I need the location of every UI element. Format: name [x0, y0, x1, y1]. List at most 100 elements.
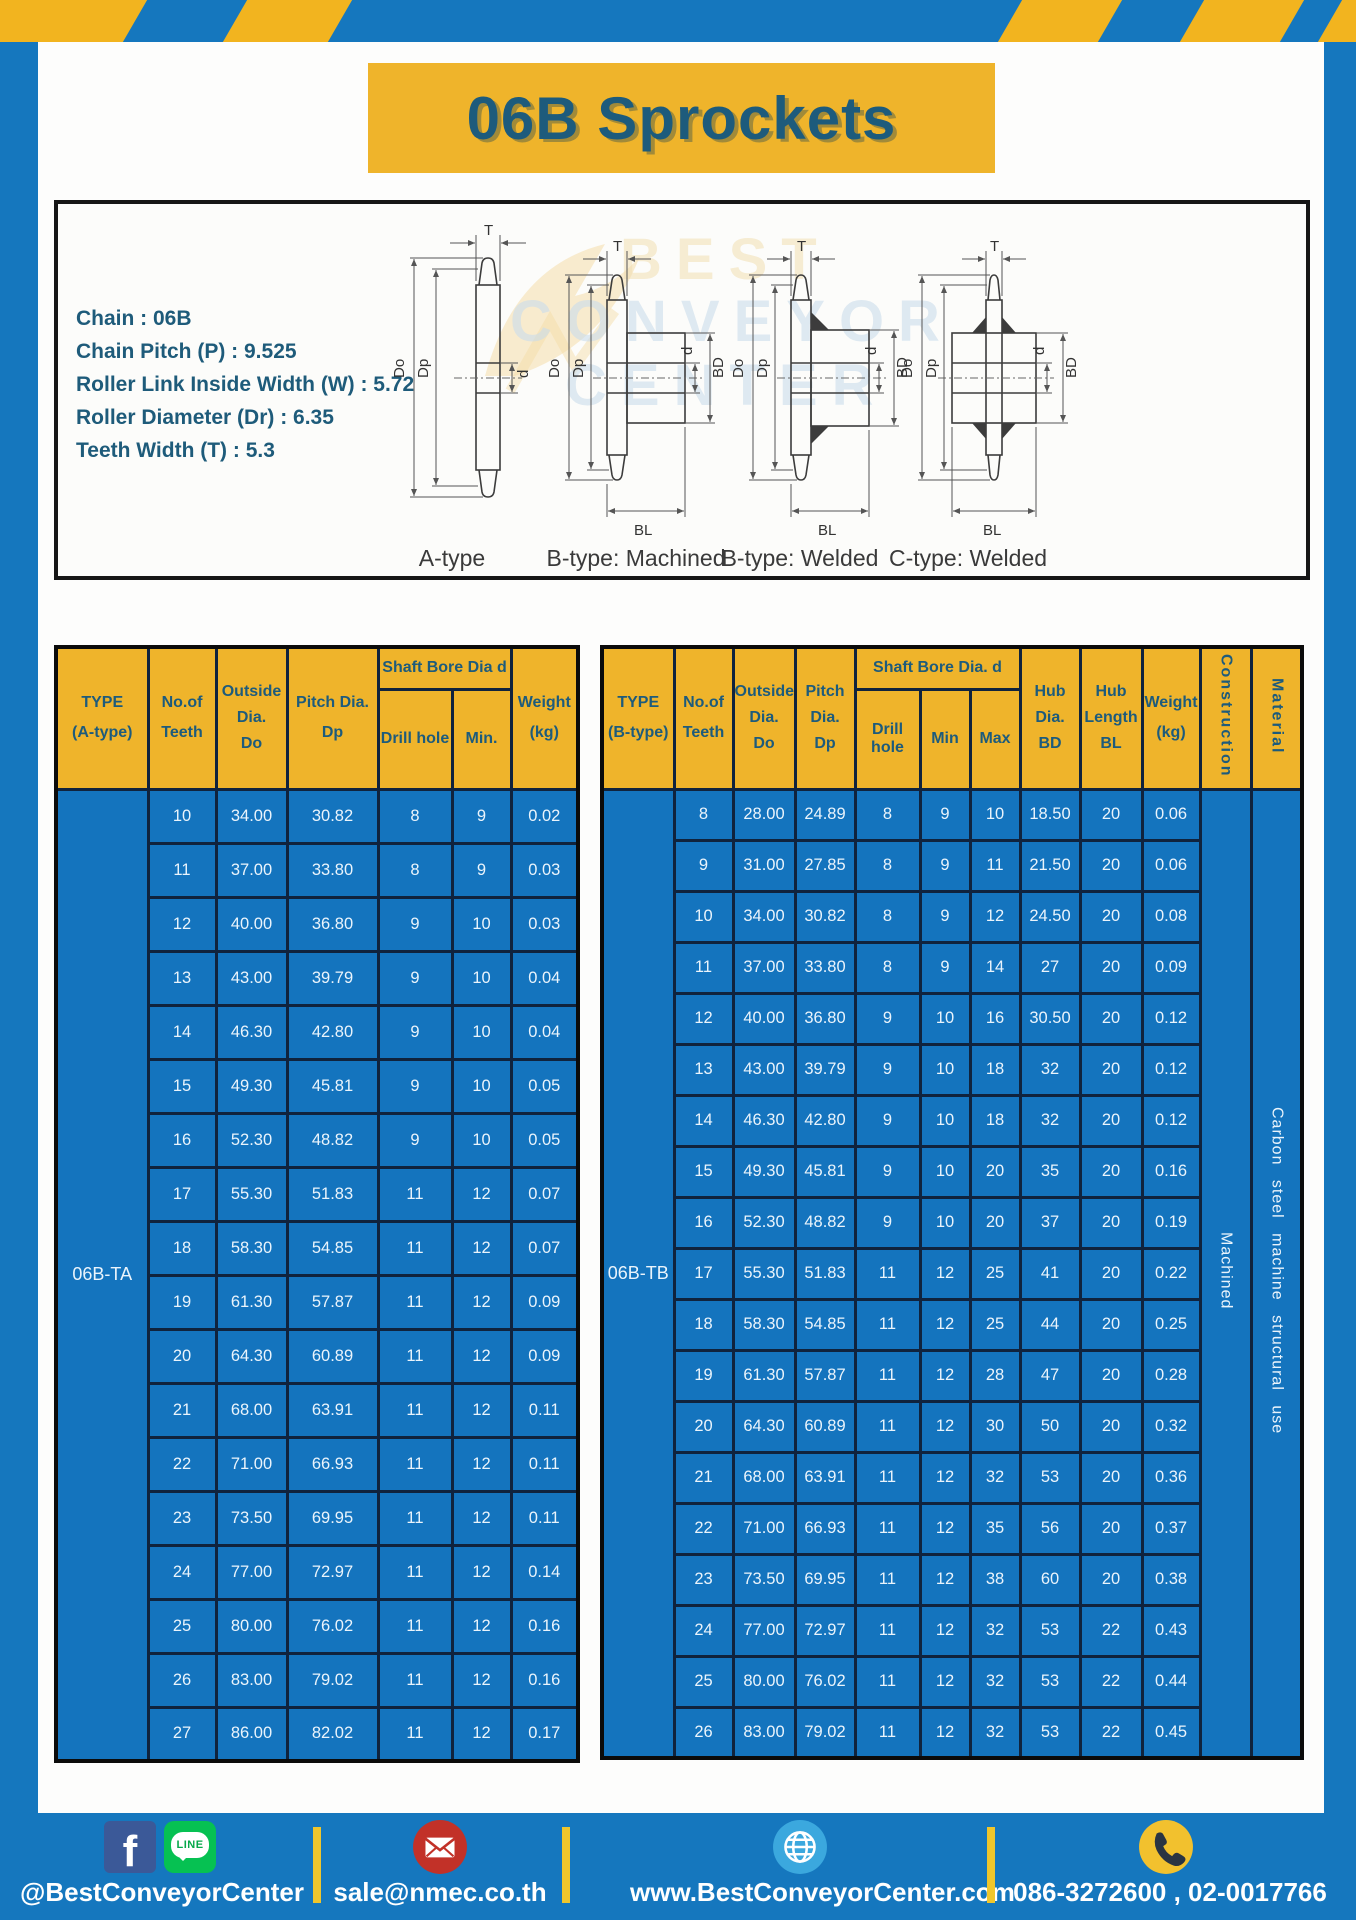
table-cell: 83.00	[214, 1651, 289, 1709]
table-cell: 0.16	[509, 1651, 580, 1709]
table-cell: 9	[853, 1195, 922, 1250]
table-cell: 19	[672, 1348, 735, 1403]
table-cell: 25	[968, 1246, 1022, 1301]
col-header-type: TYPE (A-type)	[54, 645, 150, 791]
table-cell: 76.02	[793, 1654, 857, 1709]
table-cell: 40.00	[214, 895, 289, 953]
table-cell: 23	[146, 1489, 218, 1547]
table-cell: 8	[853, 787, 922, 842]
table-cell: 0.09	[1140, 940, 1202, 995]
table-cell: 80.00	[214, 1597, 289, 1655]
spec-roller-dia: Roller Diameter (Dr) : 6.35	[76, 406, 334, 429]
dim-label-do: Do	[391, 359, 408, 378]
table-cell: 22	[672, 1501, 735, 1556]
table-cell: 33.80	[793, 940, 857, 995]
table-cell: 37	[1018, 1195, 1082, 1250]
social-handle[interactable]: @BestConveyorCenter	[20, 1877, 304, 1907]
table-cell: 11	[853, 1603, 922, 1658]
title-banner: 06B Sprockets	[368, 63, 995, 173]
table-cell: 20	[1078, 1042, 1144, 1097]
table-cell: 24	[146, 1543, 218, 1601]
table-cell: 9	[853, 991, 922, 1046]
table-row: 26 83.00 79.02 11 12 0.16	[56, 1651, 580, 1709]
col-header-weight: Weight (kg)	[509, 645, 580, 791]
table-cell: 72.97	[285, 1543, 380, 1601]
table-row: 14 46.30 42.80 9 10 18 32 20 0.12	[602, 1093, 1302, 1148]
email-icon[interactable]	[412, 1819, 468, 1875]
table-row: 10 34.00 30.82 8 9 12 24.50 20 0.08	[602, 889, 1302, 944]
table-cell: 20	[1078, 1246, 1144, 1301]
table-cell: 0.12	[1140, 1093, 1202, 1148]
dim-label-dp: Dp	[923, 359, 940, 378]
spec-teeth-width: Teeth Width (T) : 5.3	[76, 439, 275, 462]
table-cell: 20	[1078, 1144, 1144, 1199]
col-header-weight: Weight (kg)	[1140, 645, 1202, 791]
phone-numbers[interactable]: 086-3272600 , 02-0017766	[1013, 1877, 1327, 1907]
diagram-c-type-welded: T Do Dp d BD BL	[900, 238, 1080, 539]
email-address[interactable]: sale@nmec.co.th	[333, 1877, 547, 1907]
website-url[interactable]: www.BestConveyorCenter.com	[630, 1877, 1015, 1907]
table-cell: 0.19	[1140, 1195, 1202, 1250]
table-cell: 17	[672, 1246, 735, 1301]
table-cell: 57.87	[285, 1273, 380, 1331]
header-row: Drill hole Min.	[56, 687, 578, 791]
table-cell: 30.50	[1018, 991, 1082, 1046]
table-cell: 10	[918, 1093, 972, 1148]
col-header-outside-dia: Outside Dia. Do	[731, 645, 797, 791]
table-cell: 0.02	[509, 787, 580, 845]
table-cell: 0.22	[1140, 1246, 1202, 1301]
table-cell: 32	[968, 1654, 1022, 1709]
table-cell: 20	[1078, 1195, 1144, 1250]
hazard-stripe	[0, 0, 152, 42]
table-row: 26 83.00 79.02 11 12 32 53 22 0.45	[602, 1705, 1302, 1760]
line-app-icon[interactable]: LINE	[164, 1821, 216, 1873]
table-row: 16 52.30 48.82 9 10 20 37 20 0.19	[602, 1195, 1302, 1250]
diagram-label-a-type: A-type	[418, 545, 486, 571]
table-cell: 12	[450, 1543, 513, 1601]
table-cell: 8	[376, 841, 454, 899]
table-cell: 11	[853, 1501, 922, 1556]
hazard-stripe	[1313, 0, 1356, 42]
table-cell: 18	[968, 1093, 1022, 1148]
table-row: 17 55.30 51.83 11 12 0.07	[56, 1165, 580, 1223]
table-row: 24 77.00 72.97 11 12 32 53 22 0.43	[602, 1603, 1302, 1658]
facebook-icon[interactable]: f	[104, 1821, 156, 1873]
table-cell: 71.00	[731, 1501, 797, 1556]
globe-icon[interactable]	[772, 1819, 828, 1875]
table-cell: 12	[450, 1327, 513, 1385]
dim-label-do: Do	[546, 359, 563, 378]
table-cell: 40.00	[731, 991, 797, 1046]
table-cell: 12	[918, 1654, 972, 1709]
table-cell: 27	[146, 1705, 218, 1763]
table-cell: 20	[1078, 889, 1144, 944]
table-cell: 36.80	[285, 895, 380, 953]
table-cell: 43.00	[731, 1042, 797, 1097]
dim-label-do: Do	[731, 359, 747, 378]
col-header-max: Max	[968, 687, 1022, 791]
table-cell: 12	[450, 1597, 513, 1655]
table-cell: 54.85	[793, 1297, 857, 1352]
table-cell: 50	[1018, 1399, 1082, 1454]
table-cell: 10	[918, 991, 972, 1046]
table-cell: 0.16	[1140, 1144, 1202, 1199]
table-cell: 0.16	[509, 1597, 580, 1655]
dim-label-dp: Dp	[415, 359, 432, 378]
table-cell: 69.95	[285, 1489, 380, 1547]
table-cell: 52.30	[214, 1111, 289, 1169]
table-cell: 82.02	[285, 1705, 380, 1763]
table-cell: 53	[1018, 1603, 1082, 1658]
table-cell: 35	[1018, 1144, 1082, 1199]
table-cell: 46.30	[731, 1093, 797, 1148]
dim-label-bd: BD	[710, 357, 725, 378]
phone-icon[interactable]	[1138, 1819, 1194, 1875]
table-cell: 63.91	[285, 1381, 380, 1439]
table-cell: 54.85	[285, 1219, 380, 1277]
diagram-label-b-welded: B-type: Welded	[721, 545, 879, 571]
table-cell: 11	[376, 1489, 454, 1547]
table-row: 24 77.00 72.97 11 12 0.14	[56, 1543, 580, 1601]
footer-divider	[313, 1827, 321, 1903]
material-cell: Carbon steel machine structural use	[1249, 787, 1304, 1760]
table-cell: 12	[450, 1435, 513, 1493]
table-cell: 69.95	[793, 1552, 857, 1607]
